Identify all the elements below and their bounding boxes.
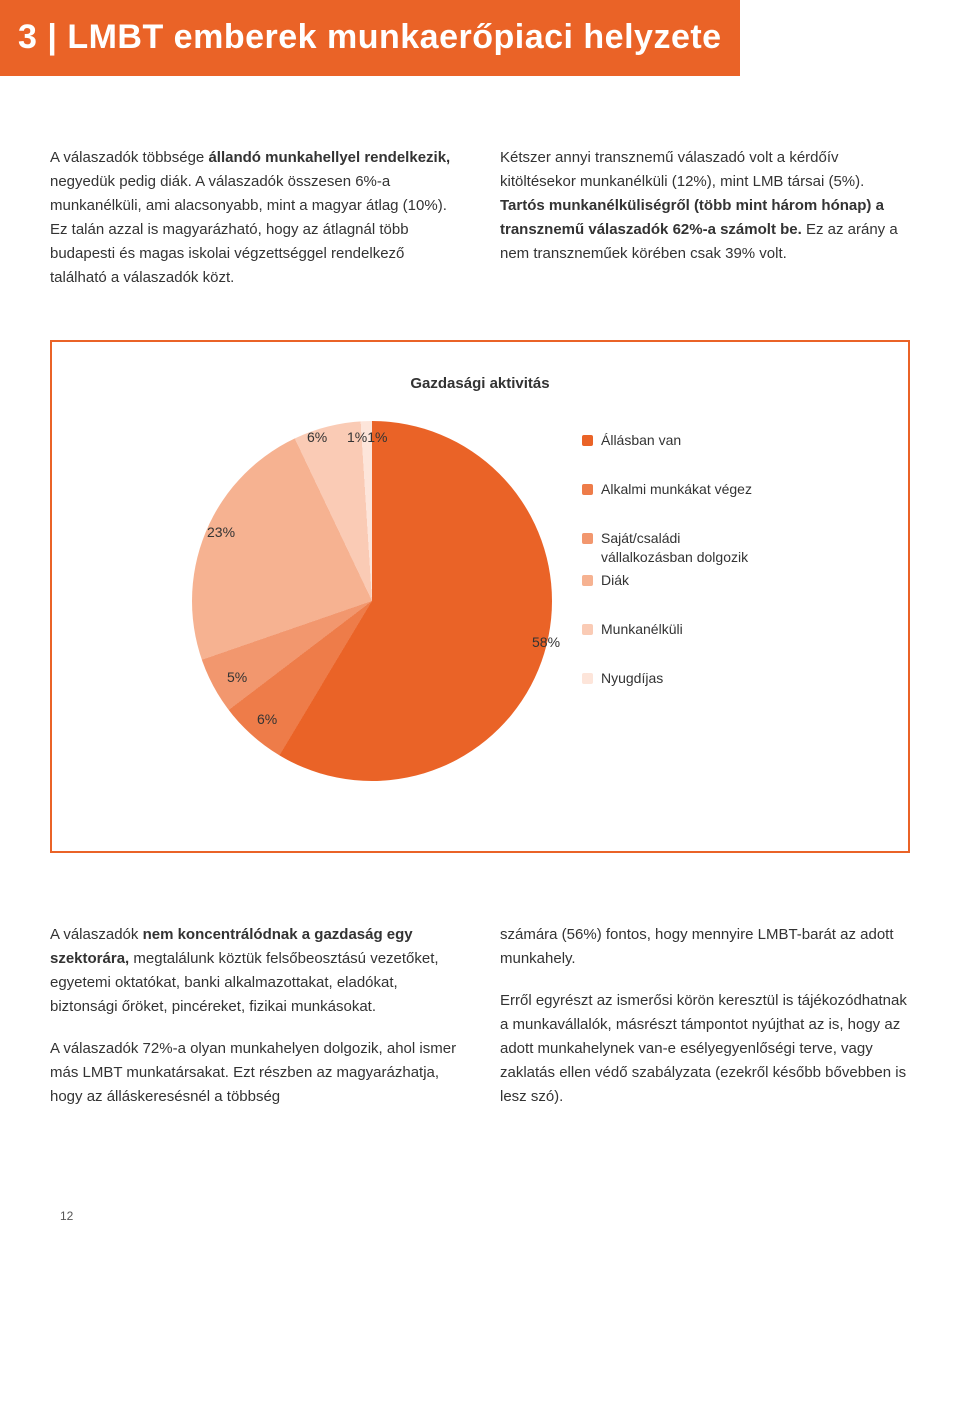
page-number: 12 — [0, 1187, 960, 1246]
text: A válaszadók — [50, 926, 143, 943]
legend-label: Nyugdíjas — [601, 669, 663, 688]
legend-swatch — [582, 484, 593, 495]
page-header: 3 | LMBT emberek munkaerőpiaci helyzete — [0, 0, 740, 76]
chart-title: Gazdasági aktivitás — [72, 372, 888, 396]
legend-label: Saját/családi vállalkozásban dolgozik — [601, 529, 761, 567]
pie-label: 1%1% — [347, 426, 387, 448]
lower-right-p2: Erről egyrészt az ismerősi körön kereszt… — [500, 989, 910, 1109]
intro-left: A válaszadók többsége állandó munkahelly… — [50, 146, 460, 290]
legend-label: Diák — [601, 571, 629, 590]
intro-right: Kétszer annyi transznemű válaszadó volt … — [500, 146, 910, 290]
pie-label: 23% — [207, 521, 235, 543]
lower-left-p1: A válaszadók nem koncentrálódnak a gazda… — [50, 923, 460, 1019]
chart-body: 58% 6% 5% 23% 6% 1%1% Állásban van Alkal… — [72, 421, 888, 781]
chart-card: Gazdasági aktivitás 58% 6% 5% 23% 6% 1%1… — [50, 340, 910, 853]
intro-left-paragraph: A válaszadók többsége állandó munkahelly… — [50, 146, 460, 290]
pie-label: 58% — [532, 631, 560, 653]
pie-label: 5% — [227, 666, 247, 688]
intro-columns: A válaszadók többsége állandó munkahelly… — [0, 76, 960, 330]
legend-item: Nyugdíjas — [582, 669, 888, 688]
text: negyedük pedig diák. A válaszadók összes… — [50, 173, 447, 286]
text-bold: állandó munkahellyel rendelkezik, — [208, 149, 450, 166]
legend-label: Állásban van — [601, 431, 681, 450]
page-title: 3 | LMBT emberek munkaerőpiaci helyzete — [18, 10, 722, 64]
legend-label: Alkalmi munkákat végez — [601, 480, 752, 499]
legend-item: Saját/családi vállalkozásban dolgozik — [582, 529, 888, 567]
pie-label: 6% — [307, 426, 327, 448]
lower-left-p2: A válaszadók 72%-a olyan munkahelyen dol… — [50, 1037, 460, 1109]
lower-right: számára (56%) fontos, hogy mennyire LMBT… — [500, 923, 910, 1127]
legend-swatch — [582, 624, 593, 635]
legend-item: Állásban van — [582, 431, 888, 450]
legend-item: Alkalmi munkákat végez — [582, 480, 888, 499]
pie-label: 6% — [257, 708, 277, 730]
legend-item: Munkanélküli — [582, 620, 888, 639]
lower-right-p1: számára (56%) fontos, hogy mennyire LMBT… — [500, 923, 910, 971]
legend-swatch — [582, 435, 593, 446]
intro-right-paragraph: Kétszer annyi transznemű válaszadó volt … — [500, 146, 910, 266]
text: Kétszer annyi transznemű válaszadó volt … — [500, 149, 864, 190]
legend-swatch — [582, 673, 593, 684]
legend: Állásban van Alkalmi munkákat végez Sajá… — [582, 421, 888, 717]
pie-wrap: 58% 6% 5% 23% 6% 1%1% — [192, 421, 552, 781]
lower-left: A válaszadók nem koncentrálódnak a gazda… — [50, 923, 460, 1127]
pie-chart — [192, 421, 552, 781]
lower-columns: A válaszadók nem koncentrálódnak a gazda… — [0, 893, 960, 1187]
legend-swatch — [582, 533, 593, 544]
text: A válaszadók többsége — [50, 149, 208, 166]
legend-swatch — [582, 575, 593, 586]
legend-item: Diák — [582, 571, 888, 590]
legend-label: Munkanélküli — [601, 620, 683, 639]
